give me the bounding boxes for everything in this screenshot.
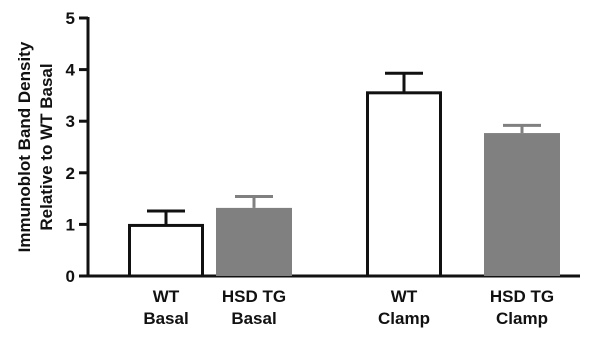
y-ticks: 0 1 2 3 4 5 [66, 9, 88, 286]
x-tick-label: WT Basal [143, 287, 188, 328]
y-tick-label: 1 [66, 215, 75, 234]
x-tick-label: HSD TG Clamp [490, 287, 554, 328]
bar [484, 133, 560, 276]
x-tick-labels: WT Basal HSD TG Basal WT Clamp HSD TG Clamp [143, 287, 554, 328]
bars [128, 91, 560, 278]
bar [128, 223, 204, 278]
y-axis-label: Immunoblot Band Density Relative to WT Ba… [15, 41, 56, 252]
bar [216, 207, 292, 276]
x-tick-label: WT Clamp [378, 287, 430, 328]
y-tick-label: 4 [66, 61, 76, 80]
y-tick-label: 2 [66, 164, 75, 183]
error-bars [147, 71, 541, 226]
x-tick-label: HSD TG Basal [222, 287, 286, 328]
bar [366, 91, 442, 278]
y-axis-title: Immunoblot Band Density Relative to WT Ba… [15, 41, 56, 252]
y-tick-label: 5 [66, 9, 75, 28]
y-tick-label: 3 [66, 112, 75, 131]
y-tick-label: 0 [66, 267, 75, 286]
